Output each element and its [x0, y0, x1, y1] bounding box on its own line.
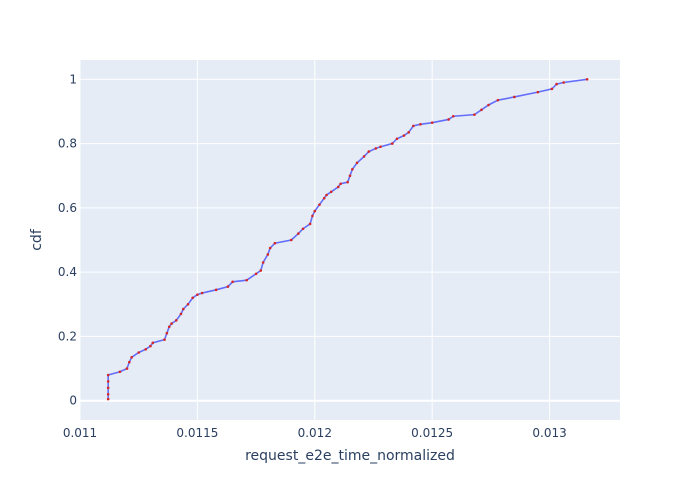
- data-point: [430, 121, 434, 124]
- data-point: [214, 288, 218, 292]
- data-point: [480, 108, 483, 112]
- data-point: [355, 161, 359, 165]
- data-point: [118, 370, 122, 374]
- data-point: [513, 95, 516, 99]
- data-point: [231, 280, 234, 284]
- data-point: [322, 196, 326, 200]
- data-point: [318, 203, 321, 206]
- data-point: [268, 246, 272, 250]
- y-tick-label: 0.4: [58, 265, 77, 279]
- data-point: [374, 147, 378, 150]
- data-point: [339, 182, 342, 186]
- data-point: [297, 232, 300, 235]
- data-point: [390, 142, 394, 145]
- gridlines: [79, 60, 620, 420]
- data-point: [174, 319, 178, 322]
- y-tick-label: 1: [69, 72, 77, 86]
- x-tick-label: 0.012: [298, 426, 332, 440]
- data-point: [106, 386, 110, 390]
- data-point: [329, 190, 333, 194]
- data-point: [254, 272, 258, 276]
- data-point: [182, 307, 185, 311]
- data-point: [562, 81, 565, 84]
- data-point: [301, 227, 305, 231]
- data-point: [536, 90, 540, 94]
- x-tick-label: 0.0115: [176, 426, 218, 440]
- data-point: [125, 367, 129, 370]
- data-point: [226, 285, 230, 288]
- series-layer: [106, 77, 589, 401]
- y-tick-label: 0.2: [58, 329, 77, 343]
- data-point: [325, 193, 328, 197]
- data-point: [336, 185, 340, 189]
- plot-background: [80, 60, 620, 420]
- data-point: [412, 124, 415, 128]
- data-point: [261, 261, 265, 264]
- data-point: [266, 253, 270, 256]
- data-point: [308, 222, 312, 226]
- x-tick-label: 0.0125: [411, 426, 453, 440]
- data-point: [196, 293, 199, 296]
- data-point: [351, 167, 354, 171]
- x-tick-label: 0.011: [63, 426, 97, 440]
- data-point: [149, 344, 152, 348]
- data-point: [550, 87, 554, 91]
- data-point: [407, 131, 411, 134]
- data-point: [473, 113, 476, 116]
- data-point: [186, 302, 190, 306]
- data-point: [167, 325, 171, 329]
- data-point: [585, 77, 589, 81]
- tick-labels: 0.011 0.0115 0.012 0.0125 0.013 0 0.2 0.4 0.6 0.8…: [58, 72, 567, 440]
- data-point: [137, 351, 140, 354]
- data-point: [311, 214, 314, 218]
- data-point: [245, 278, 248, 282]
- data-point: [106, 392, 110, 396]
- data-point: [313, 209, 317, 213]
- data-point: [348, 174, 352, 178]
- data-point: [402, 134, 406, 137]
- data-point: [163, 338, 166, 341]
- data-point: [106, 373, 110, 377]
- data-point: [447, 118, 450, 121]
- data-point: [106, 397, 110, 401]
- y-tick-label: 0: [69, 394, 77, 408]
- y-axis-title: cdf: [29, 228, 45, 251]
- data-point: [200, 291, 204, 295]
- data-point: [170, 322, 173, 325]
- data-point: [487, 103, 490, 107]
- data-point: [367, 150, 371, 153]
- y-tick-label: 0.6: [58, 201, 77, 215]
- data-point: [290, 238, 293, 242]
- data-point: [395, 137, 399, 141]
- data-point: [128, 360, 131, 364]
- data-point: [452, 114, 455, 118]
- x-tick-label: 0.013: [532, 426, 566, 440]
- data-point: [555, 82, 558, 86]
- data-point: [273, 241, 277, 245]
- data-point: [151, 341, 155, 345]
- data-point: [379, 145, 382, 149]
- data-point: [106, 380, 110, 383]
- y-tick-label: 0.8: [58, 137, 77, 151]
- data-point: [419, 122, 422, 126]
- data-point: [165, 331, 169, 335]
- data-point: [179, 312, 183, 316]
- data-point: [346, 180, 349, 184]
- x-axis-title: request_e2e_time_normalized: [245, 448, 455, 464]
- data-point: [496, 98, 500, 102]
- data-point: [144, 347, 148, 351]
- data-point: [191, 296, 194, 300]
- data-point: [130, 356, 133, 359]
- data-point: [259, 269, 263, 272]
- data-point: [362, 155, 366, 158]
